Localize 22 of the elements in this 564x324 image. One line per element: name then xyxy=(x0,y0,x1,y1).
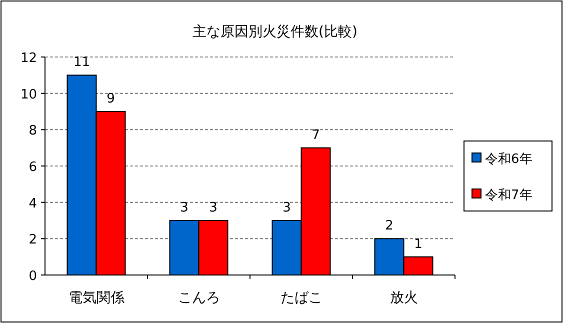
x-tick-label: たばこ xyxy=(280,290,322,306)
data-label: 3 xyxy=(180,200,188,216)
chart-title: 主な原因別火災件数(比較) xyxy=(192,24,358,40)
data-label: 11 xyxy=(73,55,90,70)
data-label: 2 xyxy=(385,218,394,234)
y-tick-label: 2 xyxy=(28,232,37,248)
y-tick-label: 4 xyxy=(28,196,37,212)
y-tick-label: 12 xyxy=(20,51,37,66)
legend-label: 令和7年 xyxy=(485,188,532,203)
x-tick-label: 電気関係 xyxy=(68,290,124,306)
y-tick-label: 10 xyxy=(20,87,37,102)
x-tick-label: 放火 xyxy=(390,290,418,306)
data-label: 3 xyxy=(209,200,218,216)
data-label: 3 xyxy=(282,200,291,216)
data-label: 1 xyxy=(414,236,422,252)
y-tick-label: 6 xyxy=(28,160,37,175)
data-label: 9 xyxy=(106,92,115,106)
x-tick-label: こんろ xyxy=(178,290,220,306)
y-tick-label: 8 xyxy=(28,124,37,139)
data-label: 7 xyxy=(312,128,320,143)
legend-label: 令和6年 xyxy=(485,152,532,167)
y-tick-label: 0 xyxy=(28,269,37,284)
